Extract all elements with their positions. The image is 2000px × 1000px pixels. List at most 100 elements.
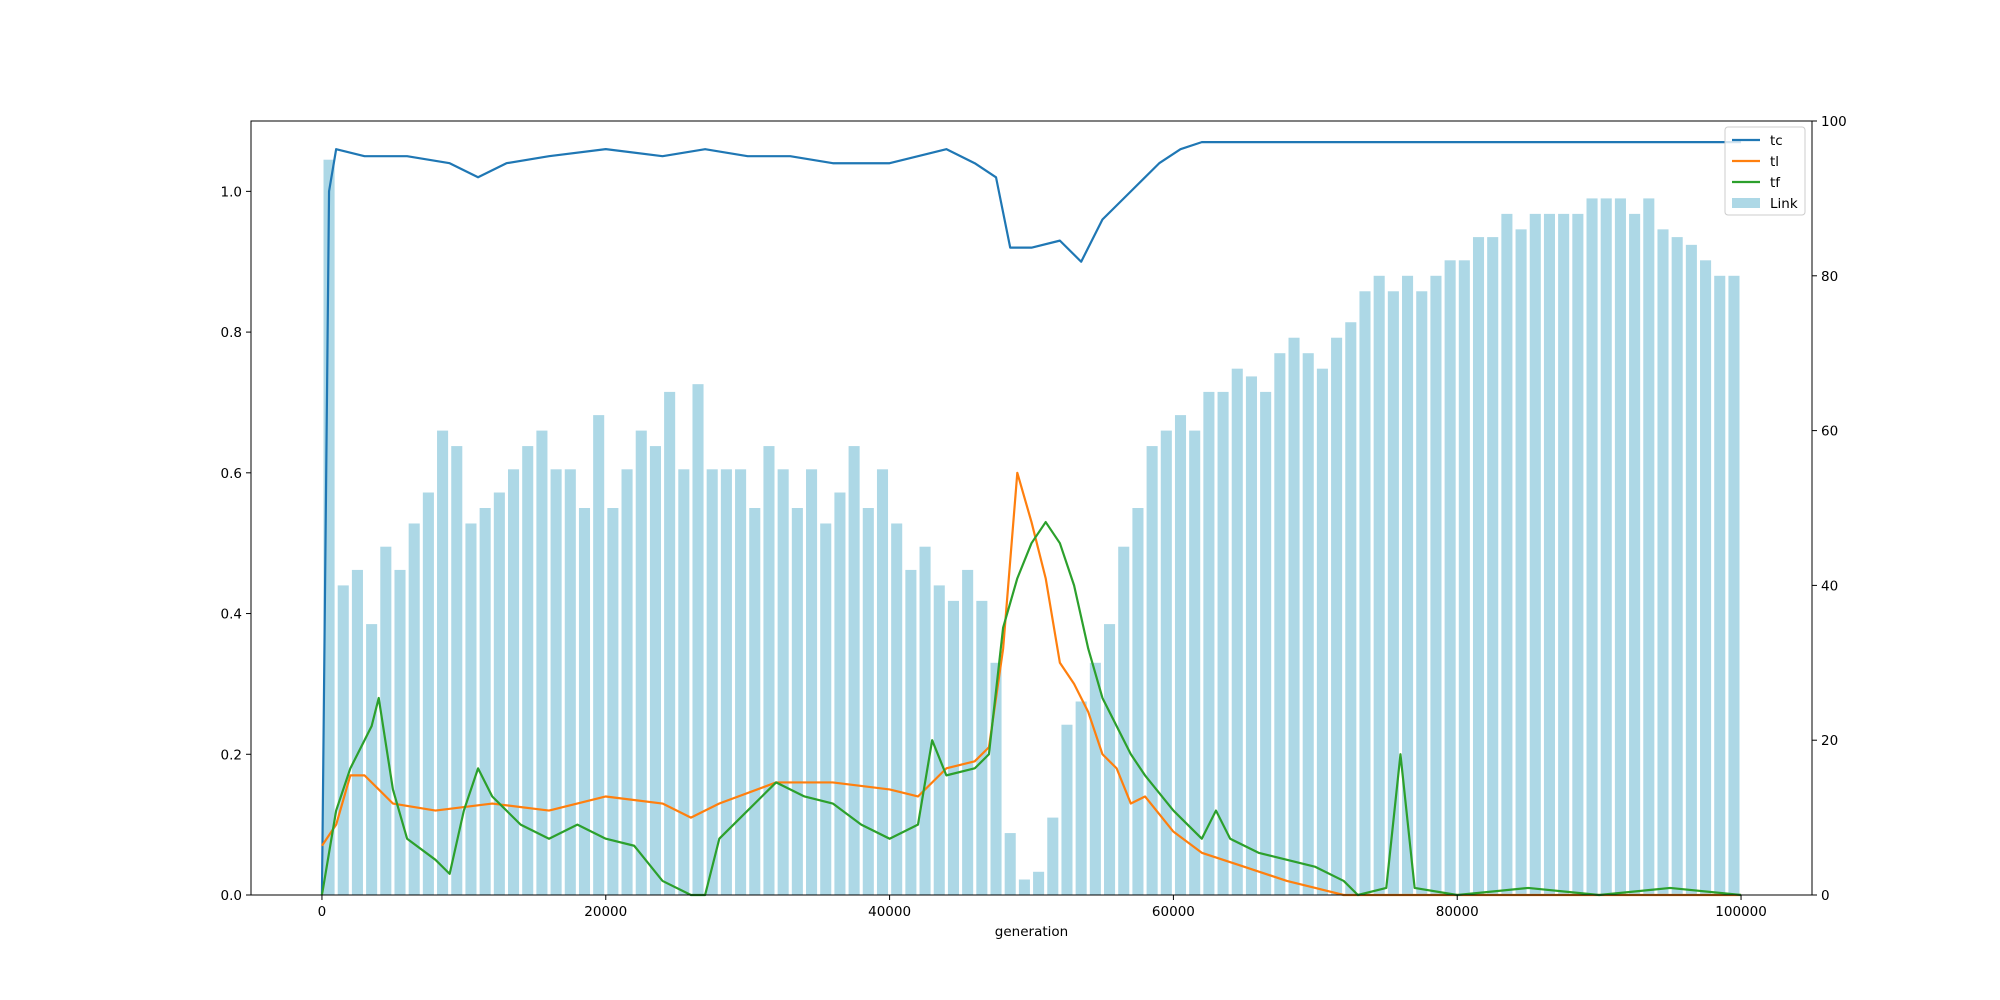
link-bar (1416, 291, 1428, 895)
link-bar (763, 446, 775, 895)
link-bar (1274, 353, 1286, 895)
link-bar (1643, 198, 1655, 895)
link-bar (493, 492, 505, 895)
link-bar (536, 430, 548, 895)
link-bar (408, 523, 420, 895)
link-bar (1132, 508, 1144, 895)
link-bar (465, 523, 477, 895)
link-bar (1217, 391, 1229, 895)
link-bar (508, 469, 520, 895)
link-bar (649, 446, 661, 895)
link-bar (1700, 260, 1712, 895)
plot-frame (250, 120, 1813, 896)
link-bar (1104, 624, 1116, 895)
link-bar (735, 469, 747, 895)
link-bar (848, 446, 860, 895)
link-bar (394, 569, 406, 895)
link-bar (720, 469, 732, 895)
y-tick-label: 0.6 (221, 466, 242, 482)
link-bar (1331, 337, 1343, 896)
link-bar (1260, 391, 1272, 895)
link-bar (479, 508, 491, 895)
link-bar (635, 430, 647, 895)
link-bar (578, 508, 591, 895)
link-bar (1558, 213, 1570, 895)
x-axis-ticks: 0 20000 40000 60000 80000 100000 (318, 895, 1767, 920)
link-bar (564, 469, 576, 895)
link-bar (1586, 198, 1598, 895)
link-bar (1685, 244, 1697, 896)
y-tick-label: 1.0 (221, 184, 242, 200)
legend-label: Link (1770, 196, 1798, 212)
link-bar (777, 469, 789, 895)
link-bar (607, 508, 619, 895)
link-bar (1458, 260, 1470, 895)
link-bar (1714, 275, 1726, 895)
link-bar (1543, 213, 1555, 895)
link-bar (522, 446, 534, 895)
x-tick-label: 0 (318, 904, 327, 920)
link-bar (1146, 446, 1158, 895)
link-bar (1345, 322, 1357, 895)
link-bar (1387, 291, 1399, 895)
series-lines (320, 141, 1742, 897)
legend: tc tl tf Link (1724, 126, 1806, 216)
link-bar (834, 492, 846, 895)
link-bar (1501, 213, 1513, 895)
link-bar (1118, 546, 1130, 895)
y-tick-label: 0.0 (221, 888, 242, 904)
link-bar (1160, 430, 1172, 895)
y2-tick-label: 20 (1821, 733, 1838, 749)
link-bar (678, 469, 690, 895)
link-bar (1231, 368, 1243, 895)
link-bar (1302, 353, 1314, 895)
link-bar (1245, 376, 1257, 895)
series-line-tl (321, 471, 1742, 897)
link-bar (791, 508, 803, 895)
link-bar (806, 469, 818, 895)
y2-tick-label: 0 (1821, 888, 1830, 904)
link-bar (1572, 213, 1584, 895)
link-bars (323, 159, 1740, 896)
link-bar (1444, 260, 1456, 895)
link-bar (891, 523, 903, 895)
x-tick-label: 80000 (1436, 904, 1479, 920)
link-bar (1600, 198, 1612, 895)
link-bar (1004, 833, 1016, 895)
link-bar (1018, 879, 1030, 895)
link-bar (1316, 368, 1328, 895)
y2-tick-label: 40 (1821, 578, 1838, 594)
x-tick-label: 40000 (868, 904, 911, 920)
link-bar (919, 546, 931, 895)
link-bar (862, 508, 874, 895)
y2-tick-label: 80 (1821, 269, 1838, 285)
link-bar (706, 469, 718, 895)
link-bar (621, 469, 633, 895)
legend-swatch (1732, 198, 1760, 208)
link-bar (422, 492, 434, 895)
y-tick-label: 0.8 (221, 325, 242, 341)
link-bar (337, 585, 349, 895)
link-bar (990, 662, 1002, 895)
link-bar (947, 600, 959, 895)
legend-label: tf (1770, 175, 1781, 191)
link-bar (1089, 662, 1101, 895)
link-bar (1061, 724, 1073, 895)
link-bar (1288, 337, 1300, 896)
link-bar (1671, 237, 1683, 896)
legend-label: tc (1770, 133, 1783, 149)
link-bar (1529, 213, 1541, 895)
x-axis-label: generation (995, 924, 1068, 940)
link-bar (437, 430, 449, 895)
link-bar (664, 391, 676, 895)
x-tick-label: 60000 (1152, 904, 1195, 920)
link-bar (351, 569, 363, 895)
link-bar (366, 624, 378, 895)
link-bar (1629, 213, 1641, 895)
y-tick-label: 0.4 (221, 607, 242, 623)
x-tick-label: 20000 (584, 904, 627, 920)
legend-label: tl (1770, 154, 1779, 170)
link-bar (1373, 275, 1385, 895)
link-bar (1075, 701, 1087, 895)
link-bar (1047, 817, 1059, 895)
